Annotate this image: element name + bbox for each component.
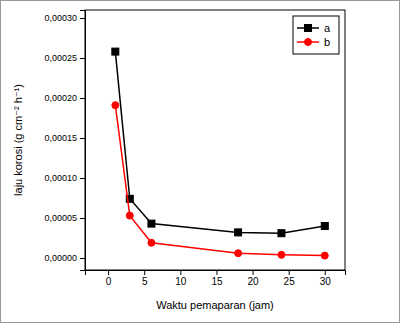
- y-tick-mark: [80, 218, 85, 219]
- series-line: [115, 52, 324, 234]
- legend-marker: [305, 25, 312, 32]
- series-marker: [321, 252, 328, 259]
- x-tick-label: 5: [142, 276, 148, 287]
- y-tick-mark: [80, 98, 85, 99]
- y-tick-label: 0,00030: [44, 13, 77, 23]
- x-tick-label: 25: [284, 276, 296, 287]
- y-tick: 0,00030: [44, 13, 85, 23]
- y-tick-label: 0,00000: [44, 253, 77, 263]
- x-tick: 0: [106, 270, 112, 287]
- y-tick: 0,00015: [44, 133, 85, 143]
- series-marker: [235, 250, 242, 257]
- series-line: [115, 105, 324, 255]
- x-tick: 10: [175, 270, 187, 287]
- y-tick-mark: [80, 58, 85, 59]
- series-marker: [112, 102, 119, 109]
- series-marker: [148, 239, 155, 246]
- y-tick-label: 0,00025: [44, 53, 77, 63]
- x-tick-label: 0: [106, 276, 112, 287]
- x-tick-mark: [144, 270, 145, 275]
- marks: [112, 48, 328, 259]
- plot-frame: [85, 10, 345, 270]
- x-tick-label: 10: [175, 276, 187, 287]
- x-tick-label: 30: [320, 276, 332, 287]
- x-axis-title: Waktu pemaparan (jam): [156, 299, 274, 311]
- y-tick-mark: [80, 18, 85, 19]
- y-axis-title: laju korosi (g cm⁻² h⁻¹): [12, 84, 24, 196]
- y-tick: 0,00020: [44, 93, 85, 103]
- y-tick-label: 0,00015: [44, 133, 77, 143]
- y-tick-mark: [80, 258, 85, 259]
- background: [1, 1, 400, 323]
- x-tick: 25: [284, 270, 296, 287]
- x-tick-mark: [180, 270, 181, 275]
- legend-label: a: [324, 22, 331, 34]
- series-marker: [321, 223, 328, 230]
- y-tick-label: 0,00020: [44, 93, 77, 103]
- y-tick-label: 0,00005: [44, 213, 77, 223]
- x-tick: 30: [320, 270, 332, 287]
- y-tick: 0,00025: [44, 53, 85, 63]
- y-tick: 0,00010: [44, 173, 85, 183]
- series-marker: [126, 212, 133, 219]
- legend: ab: [293, 16, 339, 54]
- x-axis-line: [86, 271, 346, 276]
- y-tick-mark: [80, 178, 85, 179]
- x-axis: 0 5 10 15 20 25 30: [86, 270, 346, 287]
- y-axis-line: [80, 11, 86, 271]
- x-tick-mark: [253, 270, 254, 275]
- x-tick-mark: [108, 270, 109, 275]
- x-tick-mark: [289, 270, 290, 275]
- y-tick: 0,00000: [44, 253, 85, 263]
- x-tick-mark: [325, 270, 326, 275]
- series-marker: [148, 220, 155, 227]
- legend-label: b: [324, 36, 330, 48]
- y-tick-mark: [80, 138, 85, 139]
- series-marker: [278, 251, 285, 258]
- y-tick-label: 0,00010: [44, 173, 77, 183]
- plot: 0 5 10 15 20 25 30 0,00000 0,00005 0,00010 0,00015…: [44, 10, 345, 287]
- y-tick: 0,00005: [44, 213, 85, 223]
- x-tick: 20: [247, 270, 259, 287]
- chart: 0 5 10 15 20 25 30 0,00000 0,00005 0,00010 0,00015…: [0, 0, 400, 323]
- x-tick: 15: [211, 270, 223, 287]
- legend-marker: [305, 39, 312, 46]
- x-tick-label: 20: [247, 276, 259, 287]
- x-tick: 5: [142, 270, 148, 287]
- x-tick-mark: [216, 270, 217, 275]
- series-marker: [235, 229, 242, 236]
- y-axis: 0,00000 0,00005 0,00010 0,00015 0,00020 0,000…: [44, 11, 85, 271]
- series-marker: [278, 230, 285, 237]
- series-marker: [112, 48, 119, 55]
- legend-box: [293, 16, 339, 54]
- x-tick-label: 15: [211, 276, 223, 287]
